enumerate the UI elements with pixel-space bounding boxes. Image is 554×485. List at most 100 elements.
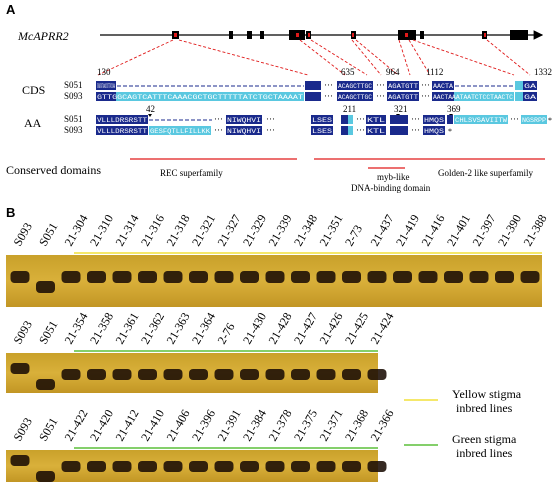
- cds-s093-seg4: AACTAAATAATCTCCTAACTC: [433, 94, 513, 101]
- gel3-lane-label: 21-378: [265, 407, 294, 443]
- gel3-band: [291, 461, 310, 472]
- gel2-lane-label: 21-364: [189, 310, 218, 346]
- aa-s051-seg3: KTL: [367, 117, 385, 124]
- gel3-lane-label: 21-371: [316, 407, 345, 443]
- gel1-lane-label: 21-321: [189, 212, 218, 248]
- gel2-band: [214, 369, 234, 380]
- gel1-band: [367, 271, 387, 283]
- cds-pos-1112: 1112: [426, 67, 443, 77]
- cds-label: CDS: [22, 83, 45, 97]
- cds-s051-seg1: GTTGGAGTCATTTCAAACGCTGCTTTTTATCTGCTAAAA: [97, 83, 115, 90]
- cds-s051-seg3: AGATGTT: [388, 83, 418, 90]
- gel2-lane-label: S093: [10, 318, 34, 346]
- cds-s051-seg2: ACAGCTTGC: [338, 83, 372, 90]
- aa-s051-seg2: LSES: [312, 117, 332, 124]
- gel3-lane-label: 21-420: [87, 407, 116, 443]
- gel1-band: [163, 271, 183, 283]
- gel1-lane-label: 21-304: [61, 212, 90, 248]
- cds-sample-top: S051: [64, 80, 83, 90]
- gel1-lane-label: 2-73: [342, 222, 365, 248]
- aa-label: AA: [24, 116, 42, 130]
- aa-pos-42: 42: [146, 104, 155, 114]
- gel1-lane-label: 21-390: [495, 212, 524, 248]
- aa-pos-369: 369: [447, 104, 461, 114]
- gel2-band: [112, 369, 132, 380]
- exon-4: [260, 31, 264, 39]
- gel3-band: [367, 461, 387, 472]
- gel2-band: [87, 369, 106, 380]
- svg-text:···: ···: [266, 114, 275, 124]
- gel1-band: [418, 271, 438, 283]
- gel2-band: [36, 379, 55, 390]
- aa-s093-seg1: VLLLDRSRSTT: [97, 128, 147, 135]
- gel1-band: [189, 271, 208, 283]
- gel3-band: [138, 461, 157, 472]
- legend-yellow-line1: Yellow stigma: [452, 387, 522, 401]
- gel2-band: [10, 363, 30, 374]
- aa-s093-seg4: HMQS: [424, 128, 444, 135]
- gel1-band: [10, 271, 30, 283]
- gel1-lane-label: 21-419: [393, 212, 422, 248]
- gel1-lane-label: 21-348: [291, 212, 320, 248]
- gel2-band: [342, 369, 361, 380]
- gel1-band: [214, 271, 234, 283]
- exon-2: [229, 31, 233, 39]
- gel2-lane-label: 21-358: [87, 310, 116, 346]
- gel3-lane-label: S093: [10, 415, 34, 443]
- panel-b-letter: B: [6, 205, 16, 220]
- exon-3: [247, 31, 252, 39]
- exon-11: [510, 30, 528, 40]
- gel1-lane-label: 21-314: [112, 212, 141, 248]
- aa-sample-top: S051: [64, 114, 83, 124]
- gel1-lane-label: 21-401: [444, 212, 473, 248]
- gel2-band: [163, 369, 183, 380]
- cds-s093-seg5: GA: [524, 94, 537, 101]
- gel3-band: [87, 461, 106, 472]
- aa-s093-var1: GESFQTLLFILLKK: [150, 128, 210, 135]
- gel2-lane-label: 21-363: [163, 310, 192, 346]
- gel3-lane-label: S051: [36, 415, 60, 443]
- gel1-band: [87, 271, 106, 283]
- gel1-lane-label: 21-351: [316, 212, 345, 248]
- gel3-band: [316, 461, 336, 472]
- cds-pos-1332: 1332: [534, 67, 552, 77]
- gel3-band: [10, 455, 30, 466]
- exon-highlights: [174, 33, 486, 37]
- aa-pos-211: 211: [343, 104, 356, 114]
- gel1-lane-label: 21-318: [163, 212, 192, 248]
- gel1-band: [393, 271, 412, 283]
- gel1-band: [36, 281, 55, 293]
- svg-text:···: ···: [356, 114, 365, 124]
- panel-a-letter: A: [6, 2, 16, 17]
- cds-s051-seg5: GA: [524, 83, 537, 90]
- svg-text:···: ···: [510, 114, 519, 124]
- aa-s093-stop: *: [448, 127, 452, 136]
- gel1-band: [342, 271, 361, 283]
- gel2-band: [265, 369, 285, 380]
- cds-s093-seg1: GTTGGCAGTCATTTCAAACGCTGCTTTTTATCTGCTAAAA…: [97, 94, 303, 101]
- svg-text:···: ···: [356, 125, 365, 135]
- domain-rec-label: REC superfamily: [160, 168, 223, 178]
- svg-text:···: ···: [324, 80, 333, 90]
- conserved-label: Conserved domains: [6, 163, 101, 177]
- gel3-band: [342, 461, 361, 472]
- gel2-band: [138, 369, 157, 380]
- gel2-band: [240, 369, 259, 380]
- aa-s051-tail: CHLSVSAVIITW: [455, 117, 507, 124]
- domain-myb-label-1: myb-like: [377, 172, 410, 182]
- gene-name: McAPRR2: [17, 29, 69, 43]
- gel3-lane-label: 21-368: [342, 407, 371, 443]
- gel3-lane-label: 21-406: [163, 407, 192, 443]
- svg-text:···: ···: [411, 125, 420, 135]
- gel1-lane-label: S051: [36, 220, 60, 248]
- aa-s051-tail2: NGSRPP: [522, 117, 546, 124]
- gel1-lane-label: 21-416: [418, 212, 447, 248]
- svg-text:···: ···: [376, 91, 385, 101]
- gel2-lane-label: 21-425: [342, 310, 371, 346]
- aa-marker-42: [148, 114, 152, 117]
- gel1-band: [240, 271, 259, 283]
- aa-s051-stop: *: [548, 116, 552, 125]
- gel2-band: [367, 369, 387, 380]
- gel2-lane-label: 21-426: [316, 310, 345, 346]
- legend-green-line2: inbred lines: [456, 446, 513, 460]
